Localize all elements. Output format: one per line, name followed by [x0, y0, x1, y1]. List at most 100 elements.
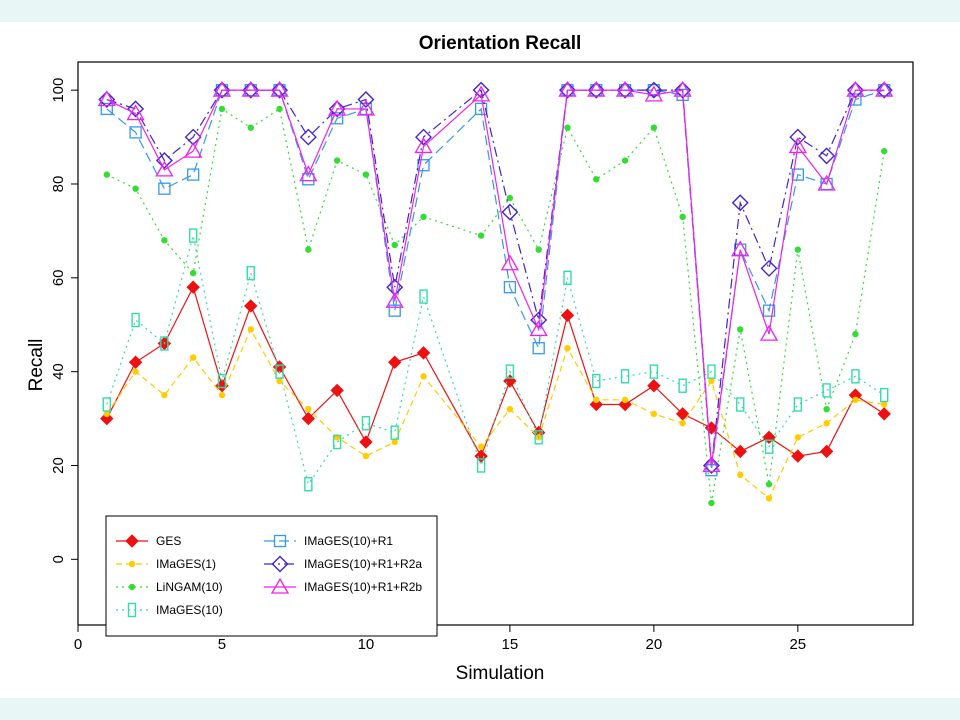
data-point-images-10-r1-r2a	[357, 91, 375, 109]
series-line-images-10-r1-r2a	[106, 89, 885, 466]
data-point-ges	[560, 308, 575, 323]
data-point-images-10-r1-r2b	[759, 324, 779, 341]
data-point-lingam-10	[189, 269, 197, 277]
data-point-ges	[359, 435, 373, 449]
data-point-lingam-10	[708, 499, 715, 507]
data-point-images-1	[391, 438, 398, 446]
data-point-images-10-r1	[100, 102, 113, 116]
data-point-images-10-r1-r2a	[184, 128, 202, 146]
data-point-ges	[416, 346, 431, 360]
data-point-images-10-r1-r2a	[846, 81, 864, 99]
data-point-lingam-10	[679, 213, 686, 221]
data-point-images-1	[679, 420, 686, 427]
data-point-ges	[647, 379, 661, 393]
data-point-images-10-r1-r2a	[789, 128, 807, 146]
data-point-images-10-r1-r2a	[731, 194, 749, 212]
data-point-images-1	[621, 396, 629, 403]
data-point-images-10-r1-r2a	[242, 81, 260, 99]
data-point-images-10-r1	[187, 168, 200, 181]
series-line-images-10	[106, 235, 885, 486]
data-point-images-10	[160, 336, 169, 351]
legend-item-images-10-r1: IMaGES(10)+R1	[264, 534, 393, 548]
data-point-images-10-r1	[791, 168, 804, 181]
data-point-images-1	[218, 391, 226, 399]
data-point-lingam-10	[737, 326, 744, 333]
data-point-lingam-10	[362, 171, 370, 178]
data-point-lingam-10	[852, 330, 859, 338]
legend-label: LiNGAM(10)	[156, 580, 223, 594]
data-point-images-1	[564, 344, 571, 352]
data-point-images-10-r1-r2b	[97, 90, 116, 107]
data-point-lingam-10	[535, 246, 542, 253]
data-point-images-10-r1-r2b	[385, 291, 404, 308]
data-point-ges	[675, 407, 690, 421]
x-tick-label: 20	[646, 636, 663, 653]
data-point-lingam-10	[276, 105, 283, 113]
data-point-images-10-r1-r2b	[299, 165, 318, 182]
data-point-ges	[186, 280, 200, 294]
data-point-lingam-10	[420, 213, 427, 221]
data-point-images-1	[593, 396, 600, 403]
data-point-images-10-r1-r2a	[875, 81, 893, 99]
x-tick-label: 10	[358, 636, 375, 653]
data-point-images-10-r1-r2b	[155, 160, 174, 177]
data-point-images-10	[505, 364, 515, 379]
legend-label: IMaGES(10)+R1	[304, 534, 393, 548]
data-point-images-10-r1-r2b	[702, 456, 721, 473]
data-point-images-1	[276, 377, 283, 385]
data-point-images-10-r1-r2b	[817, 174, 836, 191]
data-point-images-1	[189, 354, 197, 361]
data-point-lingam-10	[794, 246, 802, 253]
data-point-images-10	[592, 373, 601, 389]
data-point-lingam-10	[333, 157, 341, 164]
data-point-images-10	[304, 477, 313, 492]
data-point-images-10-r1	[158, 182, 171, 195]
data-point-images-10	[419, 289, 428, 304]
legend-label: IMaGES(10)+R1+R2a	[304, 557, 422, 571]
data-point-images-10-r1	[474, 102, 488, 116]
data-point-images-10-r1-r2a	[328, 100, 346, 118]
data-point-images-10	[822, 383, 831, 398]
data-point-images-1	[362, 452, 370, 460]
data-point-images-10-r1-r2b	[673, 80, 692, 97]
series-images-10	[102, 228, 889, 492]
y-tick-label: 100	[50, 78, 67, 103]
data-point-lingam-10	[650, 124, 658, 131]
data-point-images-10	[793, 397, 803, 412]
axes: 0 5 10 15 20 25 0 20 40 60 80 100	[50, 78, 806, 653]
legend-item-images-10: IMaGES(10)	[116, 602, 223, 618]
legend-swatch-marker	[125, 534, 139, 548]
data-point-images-1	[103, 410, 110, 418]
y-tick-label: 0	[50, 555, 67, 563]
data-point-images-10	[851, 369, 860, 384]
series-line-lingam-10	[106, 107, 885, 504]
data-point-images-10-r1-r2a	[271, 81, 289, 99]
data-point-images-1	[506, 405, 514, 413]
data-point-ges	[589, 397, 603, 412]
data-point-images-10-r1	[676, 88, 689, 101]
data-point-ges	[791, 449, 805, 463]
data-point-images-10-r1	[762, 304, 776, 317]
data-point-lingam-10	[477, 232, 485, 239]
data-point-images-1	[477, 443, 485, 450]
legend-swatch-marker	[273, 534, 287, 548]
series-line-images-10-r1-r2b	[106, 89, 885, 466]
orientation-recall-chart: Orientation Recall Simulation Recall 0 5 1…	[26, 33, 914, 684]
series-line-ges	[106, 285, 885, 458]
data-point-lingam-10	[506, 194, 514, 202]
data-point-images-1	[823, 420, 830, 427]
legend-swatch-marker	[128, 583, 136, 591]
data-point-images-10-r1-r2b	[241, 80, 260, 97]
y-tick-label: 60	[50, 269, 67, 286]
y-axis-title: Recall	[26, 339, 47, 392]
series-layer	[97, 80, 894, 507]
data-point-images-1	[708, 377, 715, 385]
series-lingam-10	[103, 105, 888, 507]
data-point-images-10-r1	[849, 93, 862, 106]
data-point-ges	[330, 383, 344, 398]
data-point-images-10-r1-r2b	[875, 80, 894, 97]
data-point-images-10-r1-r2a	[386, 278, 404, 296]
series-ges	[100, 280, 891, 463]
legend-swatch-marker	[270, 577, 290, 594]
data-point-ges	[503, 374, 517, 388]
